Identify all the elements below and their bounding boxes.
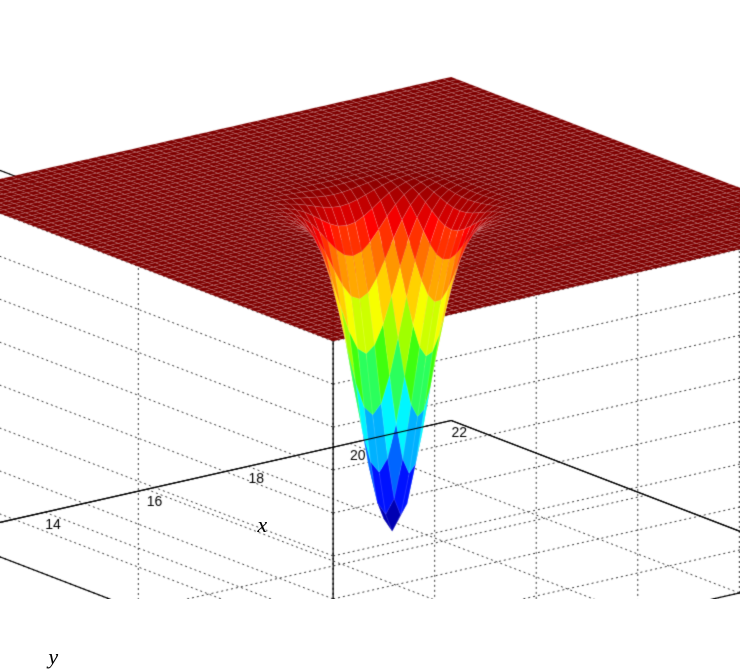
y-axis-label: y — [48, 644, 58, 670]
surface-plot — [0, 0, 740, 599]
x-axis-label: x — [257, 512, 267, 538]
